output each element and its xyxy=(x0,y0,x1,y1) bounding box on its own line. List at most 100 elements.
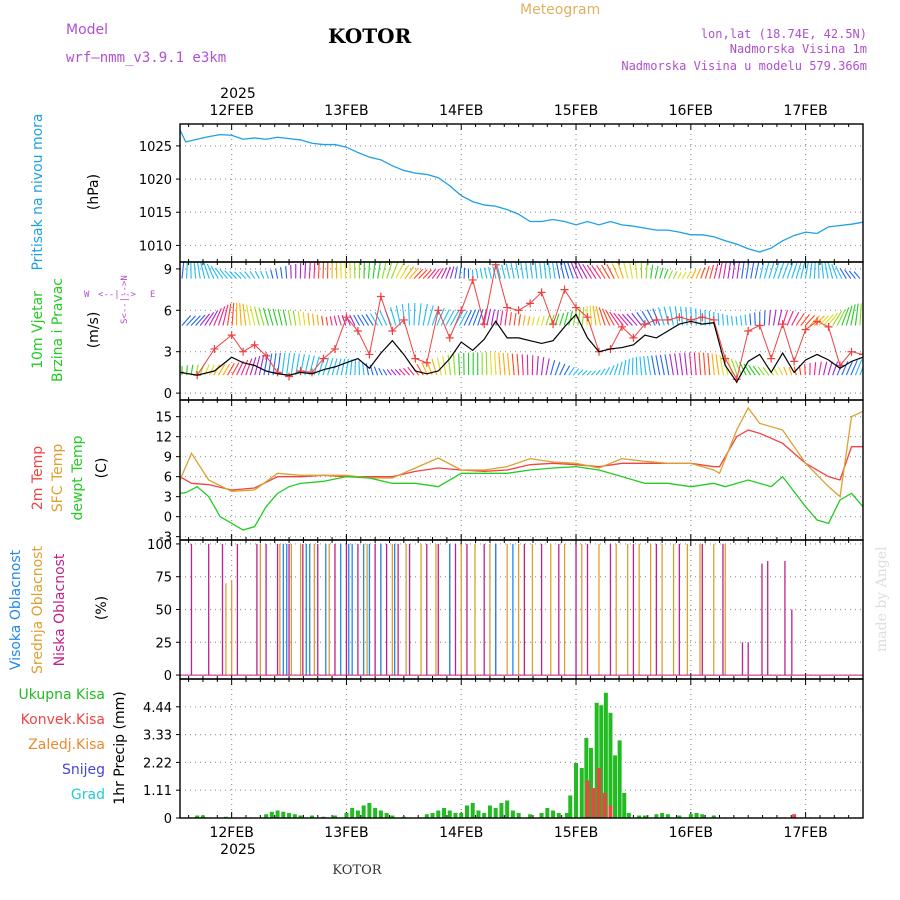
wind-barb xyxy=(762,366,770,376)
wind-barb xyxy=(407,303,411,326)
wind-barb xyxy=(563,365,571,376)
ytick-label: 1010 xyxy=(139,239,172,254)
gust-marker xyxy=(468,275,477,284)
wind-barb xyxy=(589,305,593,326)
wind-barb xyxy=(554,361,561,376)
gust-marker xyxy=(663,315,672,324)
wind-barb xyxy=(582,263,592,279)
panel-border xyxy=(179,261,864,401)
wind-barb xyxy=(573,262,583,279)
wind-barb xyxy=(859,303,862,326)
wind-barb xyxy=(254,355,261,376)
wind-barb xyxy=(337,315,342,326)
wind-barb xyxy=(591,370,596,376)
wind-barb xyxy=(586,264,597,279)
precip-total-bar xyxy=(665,814,670,818)
wind-barb xyxy=(832,361,839,376)
wind-barb xyxy=(213,308,222,326)
precip-total-bar xyxy=(677,815,682,818)
wind-barb xyxy=(586,370,592,376)
wind-barb xyxy=(527,316,531,326)
gust-marker xyxy=(813,317,822,326)
wind-barb xyxy=(845,305,853,326)
wind-barb xyxy=(386,369,392,376)
wind-barb xyxy=(722,262,727,279)
wind-barb xyxy=(292,310,297,326)
wind-barb xyxy=(449,266,455,279)
wind-barb xyxy=(431,358,438,376)
panel-border xyxy=(179,678,864,819)
wind-title-line2: Brzina i Pravac xyxy=(50,278,66,382)
wind-barb xyxy=(219,269,228,279)
gust-marker xyxy=(480,320,489,329)
wind-barb xyxy=(854,303,859,326)
wind-barb xyxy=(440,309,450,326)
wind-barb xyxy=(698,352,702,376)
wind-barb xyxy=(734,360,743,376)
wind-barb xyxy=(395,305,401,326)
wind-barb xyxy=(823,361,828,376)
precip-total-bar xyxy=(622,792,627,818)
wind-barb xyxy=(481,308,488,326)
wind-barb xyxy=(672,271,678,279)
wind-barb xyxy=(317,262,320,279)
top-date-label: 13FEB xyxy=(324,103,368,119)
wind-barb xyxy=(545,315,550,326)
wind-barb xyxy=(499,310,504,326)
precip-total-bar xyxy=(584,737,589,818)
wind-barb xyxy=(740,315,743,326)
precip-total-bar xyxy=(482,812,487,818)
wind-barb xyxy=(606,264,615,279)
lonlat-label: lon,lat (18.74E, 42.5N) xyxy=(701,27,867,41)
wind-barb xyxy=(629,262,633,279)
wind-barb xyxy=(768,309,771,326)
precip-total-bar xyxy=(361,805,366,818)
ytick-label: 100 xyxy=(147,538,172,553)
gust-marker xyxy=(342,313,351,322)
gust-marker xyxy=(503,303,512,312)
precip-total-bar xyxy=(453,812,458,818)
wind-barb xyxy=(639,356,643,376)
wind-barb xyxy=(850,304,856,326)
wind-barb xyxy=(595,369,601,376)
precip-total-bar xyxy=(617,740,622,818)
wind-barb xyxy=(804,314,816,326)
wind-barb xyxy=(378,367,383,376)
wind-barb xyxy=(275,268,279,279)
precip-total-bar xyxy=(505,800,510,818)
precip-total-bar xyxy=(700,814,705,818)
ytick-label: 2.22 xyxy=(143,756,172,771)
wind-barb xyxy=(510,262,515,279)
wind-barb xyxy=(568,367,575,376)
gust-marker xyxy=(629,333,638,342)
wind-barb xyxy=(231,362,240,376)
wind-barb xyxy=(489,352,492,376)
temperature-panel: 2m Temp SFC Temp dewpt Temp (C) xyxy=(30,435,110,520)
bottom-date-label: 15FEB xyxy=(554,825,598,841)
wind-barb xyxy=(421,362,429,376)
wind-barb xyxy=(422,269,432,279)
wind-barb xyxy=(357,314,365,326)
wind-barb xyxy=(777,262,785,279)
ytick-label: 9 xyxy=(164,263,172,278)
wind-compass: W E S<--|-->N <--|--> xyxy=(84,275,155,324)
wind-barb xyxy=(312,313,315,326)
wind-barb xyxy=(239,271,247,279)
wind-barb xyxy=(559,262,565,279)
wind-barb xyxy=(522,315,526,326)
panel-4-axes: 0 1.11 2.22 3.33 4.44 xyxy=(143,679,864,827)
wind-barb xyxy=(409,267,419,279)
gust-marker xyxy=(652,315,661,324)
gust-marker xyxy=(239,347,248,356)
model-label: Model xyxy=(66,22,108,38)
wind-barb xyxy=(688,352,693,376)
wind-barb xyxy=(800,262,806,279)
wind-barb xyxy=(536,316,540,326)
wind-barb xyxy=(297,311,301,326)
wind-barb xyxy=(832,310,843,326)
wind-barb xyxy=(836,308,846,326)
wind-barb xyxy=(224,270,233,279)
wind-barb xyxy=(407,366,415,376)
precip-total-bar xyxy=(516,812,521,818)
precip-total-bar xyxy=(298,815,303,818)
